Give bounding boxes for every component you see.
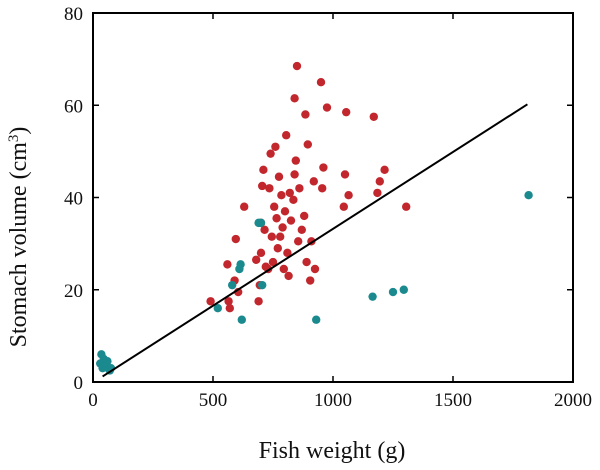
red-data-point (279, 264, 288, 274)
red-data-point (309, 177, 318, 186)
teal-data-point (399, 285, 408, 294)
red-data-point (271, 142, 280, 151)
red-data-point (295, 184, 304, 193)
red-data-point (274, 172, 284, 181)
red-data-point (231, 234, 240, 244)
red-data-point (206, 297, 215, 306)
red-data-point (402, 202, 411, 211)
red-data-point (380, 165, 389, 175)
red-data-point (267, 232, 276, 241)
red-data-point (301, 110, 310, 119)
red-data-point (292, 61, 302, 71)
y-tick-label: 40 (64, 189, 83, 210)
teal-data-point (524, 190, 533, 200)
red-data-point (277, 190, 286, 200)
red-data-point (289, 195, 298, 205)
red-data-point (260, 225, 269, 234)
red-data-point (259, 165, 268, 175)
red-data-point (276, 232, 285, 241)
teal-data-point (368, 292, 377, 301)
y-tick-label: 20 (64, 281, 83, 302)
red-data-point (270, 202, 279, 211)
y-tick-label: 80 (64, 4, 83, 25)
teal-data-point (103, 357, 112, 366)
y-tick-label: 60 (64, 96, 83, 117)
red-data-point (291, 156, 300, 165)
red-data-point (224, 297, 233, 306)
teal-data-point (237, 315, 246, 324)
axes-frame (92, 12, 574, 383)
red-data-point (223, 260, 232, 269)
regression-line (102, 103, 528, 378)
teal-data-point (213, 304, 222, 313)
red-data-point (268, 257, 278, 267)
teal-data-point (312, 315, 321, 324)
data-points (96, 61, 533, 375)
y-axis-title-superscript: 3 (6, 135, 22, 143)
teal-data-point (236, 260, 245, 269)
y-axis-title: Stomach volume (cm3) (6, 127, 32, 348)
red-data-point (318, 184, 327, 193)
red-data-point (256, 248, 266, 258)
y-axis-ticks: 0 20 40 60 80 (64, 4, 573, 394)
red-data-point (284, 271, 293, 281)
red-data-point (280, 207, 290, 216)
red-data-point (294, 237, 303, 246)
red-data-point (369, 112, 378, 121)
y-axis-title-tail: ) (6, 127, 32, 135)
red-data-point (283, 248, 292, 258)
x-axis-title: Fish weight (g) (259, 438, 406, 464)
red-data-point (373, 188, 382, 198)
red-data-point (290, 170, 299, 179)
red-data-point (310, 264, 320, 274)
red-data-point (272, 214, 281, 223)
y-axis-title-main: Stomach volume (cm (6, 142, 32, 348)
teal-data-point (228, 280, 237, 290)
red-data-point (258, 181, 267, 191)
red-data-point (240, 202, 249, 211)
red-data-point (306, 276, 315, 285)
teal-data-point (256, 218, 266, 228)
red-data-point (252, 255, 261, 264)
red-data-point (282, 131, 291, 140)
red-data-point (290, 94, 299, 103)
x-tick-label: 1000 (314, 390, 352, 411)
x-tick-label: 0 (88, 390, 98, 411)
red-data-point (225, 304, 234, 313)
red-data-point (316, 77, 326, 87)
red-data-point (278, 223, 287, 232)
red-data-point (302, 257, 311, 267)
red-data-point (322, 103, 332, 112)
x-tick-label: 2000 (554, 390, 592, 411)
red-data-point (285, 188, 294, 198)
red-data-point (319, 163, 328, 172)
x-tick-label: 500 (199, 390, 228, 411)
red-data-point (266, 149, 275, 158)
teal-data-point (388, 287, 398, 297)
red-data-point (297, 225, 306, 234)
red-data-point (254, 297, 263, 306)
red-data-point (340, 170, 350, 179)
red-data-point (303, 140, 312, 149)
teal-data-point (258, 280, 267, 290)
plot-frame (92, 12, 574, 383)
red-data-point (286, 216, 296, 225)
x-axis-ticks: 0 500 1000 1500 2000 (88, 13, 592, 411)
red-data-point (344, 190, 353, 200)
y-tick-label: 0 (74, 373, 84, 394)
red-data-point (375, 177, 384, 186)
red-data-point (339, 202, 348, 211)
red-data-point (273, 244, 282, 253)
x-tick-label: 1500 (434, 390, 472, 411)
red-data-point (342, 107, 351, 117)
fit-line (102, 103, 528, 378)
red-data-point (265, 184, 274, 193)
red-data-point (300, 211, 309, 221)
